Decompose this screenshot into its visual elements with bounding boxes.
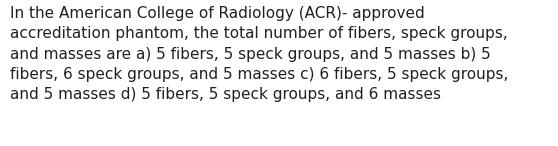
Text: In the American College of Radiology (ACR)- approved
accreditation phantom, the : In the American College of Radiology (AC… [10,6,508,102]
